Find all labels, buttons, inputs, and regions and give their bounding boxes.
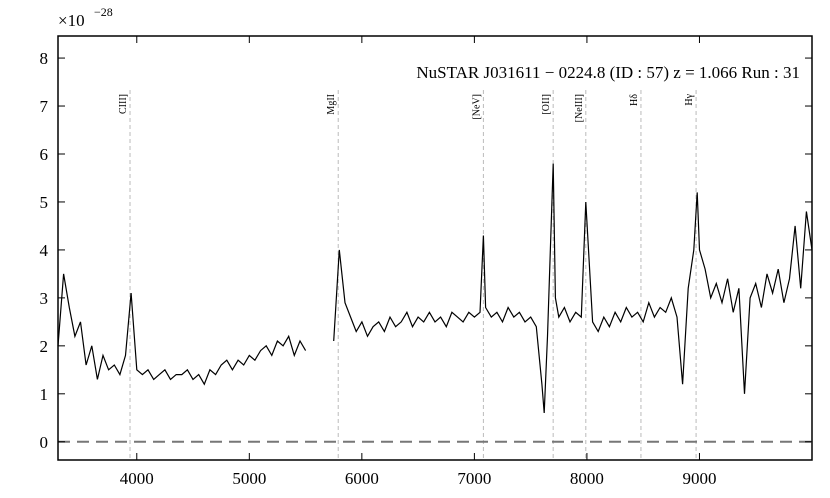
y-tick-label: 3	[40, 289, 49, 308]
x-tick-label: 7000	[457, 469, 491, 488]
line-marker-label: [OII]	[541, 94, 552, 115]
offset-exponent: −28	[94, 5, 113, 19]
line-marker-label: Hδ	[629, 94, 640, 106]
y-tick-label: 4	[40, 241, 49, 260]
x-tick-label: 4000	[120, 469, 154, 488]
line-marker-label: [NeIII]	[574, 94, 585, 122]
y-tick-label: 0	[40, 433, 49, 452]
y-tick-label: 7	[40, 97, 49, 116]
line-marker-label: CIII]	[118, 94, 129, 114]
line-marker-label: [NeV]	[471, 94, 482, 120]
x-tick-label: 8000	[570, 469, 604, 488]
plot-frame	[57, 35, 813, 461]
y-tick-label: 2	[40, 337, 49, 356]
y-tick-label: 8	[40, 49, 49, 68]
x-tick-label: 5000	[232, 469, 266, 488]
chart-title: NuSTAR J031611 − 0224.8 (ID : 57) z = 1.…	[416, 63, 800, 82]
line-marker-label: MgII	[326, 94, 337, 115]
x-tick-label: 9000	[682, 469, 716, 488]
y-tick-label: 6	[40, 145, 49, 164]
spectrum-line	[57, 163, 813, 414]
x-tick-label: 6000	[345, 469, 379, 488]
y-tick-label: 5	[40, 193, 49, 212]
offset-text: ×10	[58, 11, 85, 30]
line-marker-label: Hγ	[684, 93, 695, 105]
y-tick-label: 1	[40, 385, 49, 404]
